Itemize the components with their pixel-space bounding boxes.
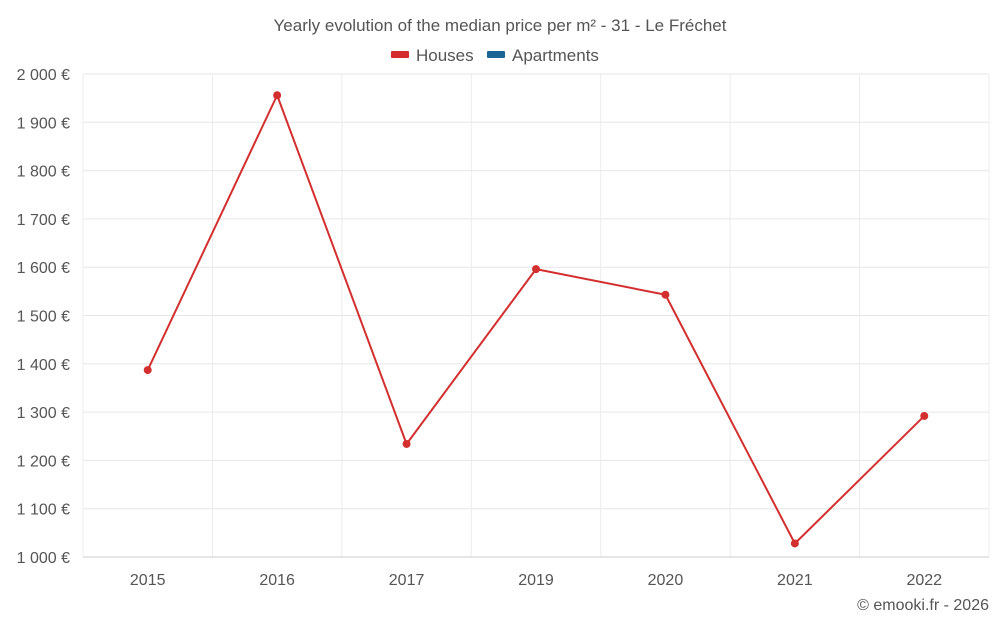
- data-point-houses[interactable]: [532, 265, 540, 274]
- legend-label-houses: Houses: [416, 46, 474, 65]
- chart-title: Yearly evolution of the median price per…: [274, 16, 727, 35]
- y-tick-label: 1 300 €: [17, 405, 70, 422]
- y-tick-label: 1 000 €: [17, 550, 70, 567]
- y-tick-label: 2 000 €: [17, 67, 70, 84]
- legend-item-houses[interactable]: Houses: [391, 46, 474, 65]
- legend-item-apartments[interactable]: Apartments: [487, 46, 599, 65]
- x-tick-label: 2015: [130, 572, 166, 589]
- data-point-houses[interactable]: [661, 290, 670, 299]
- data-point-houses[interactable]: [920, 411, 929, 420]
- y-tick-label: 1 800 €: [17, 164, 70, 181]
- legend-label-apartments: Apartments: [512, 46, 599, 65]
- x-tick-label: 2020: [648, 572, 684, 589]
- data-point-houses[interactable]: [273, 91, 282, 100]
- data-point-houses[interactable]: [143, 366, 152, 375]
- y-tick-label: 1 700 €: [17, 212, 70, 229]
- x-tick-label: 2022: [906, 572, 942, 589]
- x-tick-label: 2016: [259, 572, 295, 589]
- y-tick-label: 1 600 €: [17, 260, 70, 277]
- legend-swatch-houses: [391, 51, 409, 58]
- x-tick-label: 2021: [777, 572, 813, 589]
- credit-text: © emooki.fr - 2026: [857, 597, 989, 614]
- data-point-houses[interactable]: [402, 439, 411, 448]
- y-tick-label: 1 500 €: [17, 309, 70, 326]
- series-line-houses: [146, 94, 925, 545]
- x-axis: 2015 2016 2017 2019 2020 2021 2022: [83, 556, 989, 589]
- grid: [82, 73, 990, 557]
- y-tick-label: 1 100 €: [17, 502, 70, 519]
- legend-swatch-apartments: [487, 51, 505, 58]
- data-point-houses[interactable]: [790, 539, 799, 548]
- y-axis: 1 000 € 1 100 € 1 200 € 1 300 € 1 400 € 1 500…: [17, 67, 70, 567]
- y-tick-label: 1 900 €: [17, 115, 70, 132]
- x-tick-label: 2019: [518, 572, 554, 589]
- legend: Houses Apartments: [391, 46, 599, 65]
- series-houses: [143, 91, 929, 548]
- x-tick-label: 2017: [389, 572, 425, 589]
- y-tick-label: 1 400 €: [17, 357, 70, 374]
- y-tick-label: 1 200 €: [17, 453, 70, 470]
